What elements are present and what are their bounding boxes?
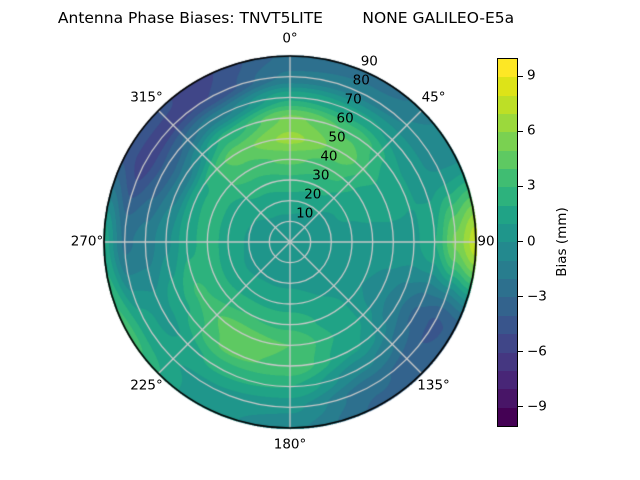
colorbar-band bbox=[498, 315, 517, 335]
r-tick-label: 50 bbox=[328, 129, 346, 146]
colorbar-band bbox=[498, 205, 517, 225]
colorbar bbox=[497, 58, 518, 427]
colorbar-tick-mark bbox=[518, 350, 523, 353]
colorbar-tick-label: 9 bbox=[527, 67, 536, 84]
colorbar-band bbox=[498, 407, 517, 426]
colorbar-tick-mark bbox=[518, 295, 523, 298]
r-tick-label: 30 bbox=[312, 167, 330, 184]
colorbar-tick-label: 0 bbox=[527, 232, 536, 249]
r-tick-label: 70 bbox=[344, 91, 362, 108]
r-tick-label: 60 bbox=[336, 110, 354, 127]
colorbar-axis-label: Bias (mm) bbox=[554, 207, 570, 277]
colorbar-tick-label: 6 bbox=[527, 122, 536, 139]
colorbar-band bbox=[498, 132, 517, 151]
r-tick-label: 20 bbox=[304, 186, 322, 203]
theta-tick-label: 270° bbox=[70, 233, 104, 250]
colorbar-band bbox=[498, 150, 517, 170]
colorbar-tick-label: 3 bbox=[527, 177, 536, 194]
colorbar-band bbox=[498, 169, 517, 188]
colorbar-band bbox=[498, 334, 517, 353]
colorbar-tick-mark bbox=[518, 75, 523, 78]
colorbar-band bbox=[498, 114, 517, 133]
r-tick-label: 80 bbox=[352, 72, 370, 89]
theta-tick-label: 90 bbox=[477, 233, 495, 250]
colorbar-band bbox=[498, 370, 517, 390]
colorbar-band bbox=[498, 242, 517, 261]
r-tick-label: 10 bbox=[296, 205, 314, 222]
colorbar-band bbox=[498, 77, 517, 96]
colorbar-tick-mark bbox=[518, 130, 523, 133]
colorbar-band bbox=[498, 187, 517, 206]
r-tick-label: 90 bbox=[360, 53, 378, 70]
colorbar-tick-label: −3 bbox=[527, 287, 547, 304]
colorbar-tick-label: −6 bbox=[527, 342, 547, 359]
colorbar-tick-mark bbox=[518, 185, 523, 188]
colorbar-band bbox=[498, 389, 517, 408]
theta-tick-label: 45° bbox=[421, 89, 446, 106]
colorbar-band bbox=[498, 352, 517, 371]
theta-tick-label: 225° bbox=[130, 376, 163, 393]
colorbar-tick-label: −9 bbox=[527, 397, 547, 414]
figure-title: Antenna Phase Biases: TNVT5LITE NONE GAL… bbox=[57, 9, 515, 27]
colorbar-band bbox=[498, 59, 517, 78]
theta-tick-label: 180° bbox=[273, 436, 307, 453]
r-tick-label: 40 bbox=[320, 148, 338, 165]
colorbar-band bbox=[498, 279, 517, 298]
colorbar-tick-mark bbox=[518, 240, 523, 243]
colorbar-band bbox=[498, 224, 517, 243]
colorbar-band bbox=[498, 260, 517, 280]
theta-tick-label: 315° bbox=[130, 89, 163, 106]
theta-tick-label: 0° bbox=[282, 30, 298, 47]
colorbar-band bbox=[498, 297, 517, 316]
colorbar-tick-mark bbox=[518, 405, 523, 408]
colorbar-band bbox=[498, 95, 517, 115]
theta-tick-label: 135° bbox=[417, 376, 450, 393]
